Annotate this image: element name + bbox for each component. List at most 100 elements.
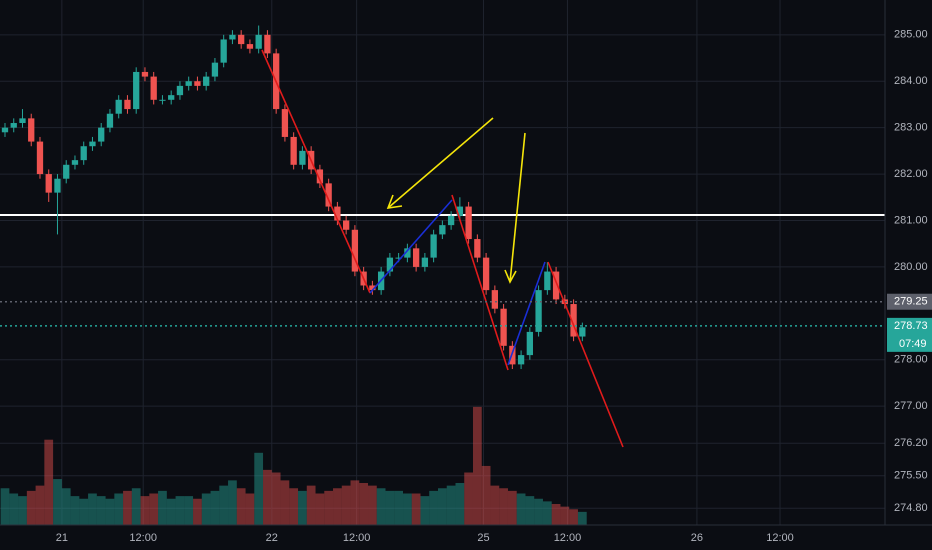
trend-line (261, 49, 371, 294)
volume-bar (280, 480, 290, 525)
arrow-head (504, 269, 517, 284)
candle-body (552, 271, 560, 300)
candle-body (447, 215, 455, 226)
y-tick-label: 281.00 (894, 214, 928, 226)
trend-line (547, 261, 624, 448)
candle-body (570, 304, 577, 337)
candle-body (299, 150, 306, 165)
candle-body (342, 220, 350, 230)
y-tick-label: 284.00 (894, 75, 928, 87)
x-tick-label: 12:00 (554, 532, 582, 544)
volume-bar (481, 465, 491, 525)
volume-bar (105, 498, 115, 525)
candle-body (19, 118, 26, 124)
candle-body (395, 257, 402, 259)
volume-bar (411, 493, 421, 525)
x-tick-label: 21 (56, 532, 68, 544)
y-tick-label: 274.80 (894, 502, 928, 514)
volume-bar (35, 485, 45, 525)
candle-body (369, 285, 376, 291)
candle-body (203, 76, 210, 86)
candle-body (106, 113, 114, 128)
trend-line (451, 194, 509, 371)
countdown-label: 07:49 (899, 338, 927, 350)
volume-bar (53, 479, 62, 525)
candle-body (63, 164, 70, 179)
volume-bar (0, 488, 10, 525)
x-tick-label: 12:00 (766, 532, 794, 544)
volume-bar (245, 493, 255, 525)
candle-body (141, 71, 149, 77)
volume-bar (18, 496, 27, 525)
candle-body (220, 39, 227, 63)
volume-bar (96, 496, 106, 525)
volume-bar (359, 483, 369, 525)
volume-bar (289, 488, 299, 525)
candle-body (150, 76, 157, 100)
volume-bar (88, 493, 97, 525)
y-tick-label: 282.00 (894, 168, 928, 180)
candle-body (325, 183, 332, 207)
candle-body (456, 206, 464, 216)
price-tag (887, 317, 932, 352)
volume-bar (376, 488, 386, 525)
candle-body (54, 178, 61, 193)
volume-bar (516, 493, 526, 525)
candle-body (474, 239, 481, 258)
volume-bar (44, 439, 54, 525)
volume-bar (472, 406, 482, 525)
volume-bar (315, 493, 325, 525)
candle-body (229, 34, 236, 40)
volume-bar (298, 490, 307, 525)
candle-body (115, 99, 122, 114)
trend-line (507, 261, 546, 366)
arrow-head (386, 194, 403, 209)
volume-bar (341, 485, 351, 525)
volume-bar (403, 493, 412, 525)
volume-bar (236, 488, 246, 525)
volume-bar (420, 496, 430, 525)
candle-body (71, 160, 79, 165)
arrow (509, 132, 526, 283)
candle-body (185, 81, 192, 86)
volume-bar (149, 493, 159, 525)
volume-bar (263, 469, 272, 525)
candle-body (80, 146, 87, 161)
y-tick-label: 277.00 (894, 400, 928, 412)
volume-bar (254, 452, 264, 525)
trend-line (369, 199, 453, 294)
candle-body (316, 169, 324, 184)
arrow (387, 117, 494, 209)
candle-body (281, 109, 289, 137)
volume-bar (525, 496, 535, 525)
candle-body (500, 308, 507, 346)
volume-bar (499, 488, 508, 525)
volume-bar (201, 493, 211, 525)
candle-body (404, 248, 411, 258)
candle-body (133, 71, 140, 110)
candle-body (98, 127, 105, 142)
volume-bar (324, 490, 334, 525)
candle-body (439, 225, 446, 235)
volume-bar (551, 504, 561, 525)
volume-bar (219, 485, 229, 525)
candle-body (491, 290, 499, 309)
volume-bar (333, 488, 342, 525)
volume-bar (569, 509, 578, 525)
volume-bar (385, 490, 395, 525)
volume-bar (542, 501, 552, 525)
volume-bar (490, 485, 500, 525)
candle-body (386, 257, 394, 272)
candle-body (526, 331, 533, 356)
x-tick-label: 26 (691, 532, 703, 544)
volume-bar (560, 506, 570, 525)
volume-bar (210, 490, 220, 525)
volume-bar (228, 480, 237, 525)
candle-body (535, 290, 542, 332)
volume-bar (464, 472, 473, 525)
candle-body (544, 271, 551, 291)
volume-bar (306, 485, 316, 525)
y-tick-label: 285.00 (894, 29, 928, 41)
volume-bar (193, 498, 202, 525)
